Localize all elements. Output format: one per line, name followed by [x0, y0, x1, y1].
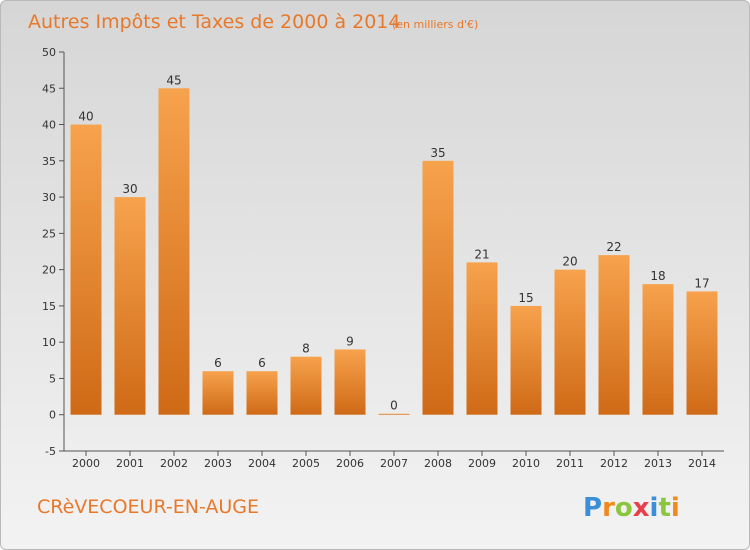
- bar-value-label: 35: [430, 146, 445, 160]
- y-tick-label: 25: [42, 227, 56, 240]
- bar: [422, 160, 454, 415]
- y-tick-label: 20: [42, 264, 56, 277]
- x-tick-label: 2005: [292, 457, 320, 470]
- bar-value-label: 15: [518, 291, 533, 305]
- y-tick-label: 5: [49, 372, 56, 385]
- x-tick-label: 2012: [600, 457, 628, 470]
- y-tick-label: -5: [45, 445, 56, 458]
- chart-subtitle: (en milliers d'€): [392, 18, 478, 31]
- bar-value-label: 6: [258, 356, 266, 370]
- commune-name: CRèVECOEUR-EN-AUGE: [37, 496, 259, 518]
- bar-value-label: 0: [390, 399, 398, 413]
- x-tick-label: 2001: [116, 457, 144, 470]
- x-tick-label: 2006: [336, 457, 364, 470]
- bar: [70, 124, 102, 415]
- logo-letter: i: [650, 493, 659, 523]
- axes: -5 0 5 10 15 20 25 30 35 40 45 50 2000 2001 2002 2003 20…: [42, 46, 724, 470]
- logo-letter: P: [583, 493, 602, 523]
- bar-value-label: 45: [166, 73, 181, 87]
- bar: [466, 262, 498, 415]
- x-tick-label: 2014: [688, 457, 716, 470]
- logo-letter: r: [602, 493, 615, 523]
- bar: [598, 255, 630, 415]
- bars: 40 30 45 6 6 8 9 0 35 21 15 20 22 18 17: [70, 73, 718, 415]
- bar-value-label: 18: [650, 269, 665, 283]
- bar: [114, 197, 146, 415]
- logo-letter: o: [615, 493, 633, 523]
- y-tick-label: 50: [42, 46, 56, 59]
- bar-value-label: 22: [606, 240, 621, 254]
- chart-title: Autres Impôts et Taxes de 2000 à 2014: [28, 11, 401, 33]
- bar: [554, 269, 586, 415]
- y-tick-label: 40: [42, 119, 56, 132]
- bar-value-label: 30: [122, 182, 137, 196]
- y-tick-label: 45: [42, 82, 56, 95]
- bar: [642, 284, 674, 415]
- bar-value-label: 9: [346, 334, 354, 348]
- bar: [334, 349, 366, 415]
- bar-value-label: 21: [474, 247, 489, 261]
- bar: [246, 371, 278, 415]
- bar: [290, 356, 322, 415]
- x-tick-label: 2000: [72, 457, 100, 470]
- x-tick-label: 2009: [468, 457, 496, 470]
- bar-value-label: 20: [562, 255, 577, 269]
- x-tick-label: 2013: [644, 457, 672, 470]
- x-tick-label: 2007: [380, 457, 408, 470]
- y-tick-label: 0: [49, 409, 56, 422]
- bar-value-label: 8: [302, 342, 310, 356]
- logo-letter: i: [671, 493, 680, 523]
- x-tick-label: 2010: [512, 457, 540, 470]
- y-tick-label: 30: [42, 191, 56, 204]
- proxiti-logo: Proxiti: [583, 493, 680, 523]
- bar: [686, 291, 718, 415]
- bar-value-label: 40: [78, 110, 93, 124]
- y-tick-label: 10: [42, 336, 56, 349]
- bar: [510, 305, 542, 415]
- x-tick-label: 2004: [248, 457, 276, 470]
- bar-value-label: 6: [214, 356, 222, 370]
- x-tick-label: 2011: [556, 457, 584, 470]
- x-tick-label: 2008: [424, 457, 452, 470]
- bar: [202, 371, 234, 415]
- logo-letter: x: [633, 493, 650, 523]
- x-tick-label: 2002: [160, 457, 188, 470]
- bar-value-label: 17: [694, 276, 709, 290]
- y-tick-label: 15: [42, 300, 56, 313]
- logo-letter: t: [658, 493, 670, 523]
- y-tick-label: 35: [42, 155, 56, 168]
- bar: [378, 413, 410, 415]
- x-tick-label: 2003: [204, 457, 232, 470]
- bar: [158, 88, 190, 415]
